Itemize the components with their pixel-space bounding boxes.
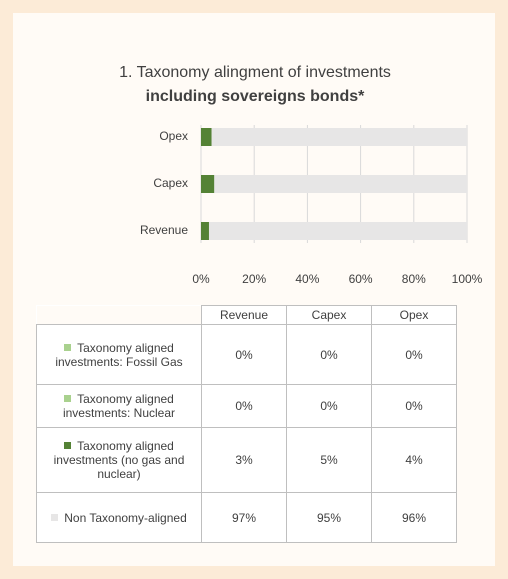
value-cell: 0%	[286, 384, 372, 428]
value-cell: 0%	[201, 384, 287, 428]
data-table: Revenue Capex Opex Taxonomy aligned investm…	[36, 305, 457, 543]
data-row: Taxonomy aligned investments: Nuclear 0% 0…	[36, 384, 457, 428]
bar-segment	[211, 128, 467, 146]
value-cell: 5%	[286, 427, 372, 493]
legend-swatch	[64, 395, 72, 402]
legend-swatch	[64, 442, 72, 449]
row-label: Taxonomy aligned investments (no gas and…	[36, 427, 202, 493]
value-cell: 97%	[201, 492, 287, 543]
y-tick-label: Capex	[153, 176, 188, 190]
series-name: Taxonomy aligned investments (no gas and…	[53, 439, 185, 481]
bar-segment	[201, 222, 209, 240]
value-cell: 0%	[201, 324, 287, 385]
chart-title: 1. Taxonomy alingment of investments	[119, 64, 391, 81]
data-row: Taxonomy aligned investments: Fossil Gas…	[36, 324, 457, 385]
value-cell: 3%	[201, 427, 287, 493]
y-tick-label: Opex	[159, 129, 188, 143]
bar-segment	[201, 175, 215, 193]
value-cell: 0%	[371, 324, 457, 385]
x-tick-label: 100%	[452, 272, 483, 286]
x-tick-label: 20%	[242, 272, 266, 286]
column-header: Revenue	[201, 305, 287, 325]
header-row: Revenue Capex Opex	[36, 305, 457, 325]
legend-swatch	[51, 513, 59, 521]
bar-segment	[208, 222, 468, 240]
row-label: Non Taxonomy-aligned	[36, 492, 202, 543]
legend-swatch	[64, 343, 72, 351]
row-label: Taxonomy aligned investments: Nuclear	[36, 384, 202, 428]
x-tick-label: 60%	[349, 272, 373, 286]
x-tick-label: 40%	[295, 272, 319, 286]
value-cell: 4%	[371, 427, 457, 493]
row-label: Taxonomy aligned investments: Fossil Gas	[36, 324, 202, 385]
y-tick-label: Revenue	[140, 223, 188, 237]
value-cell: 0%	[286, 324, 372, 385]
empty-cell	[36, 305, 202, 325]
value-cell: 0%	[371, 384, 457, 428]
series-name: Taxonomy aligned investments: Nuclear	[62, 392, 176, 420]
series-name: Non Taxonomy-aligned	[64, 510, 187, 525]
x-tick-label: 0%	[192, 272, 210, 286]
value-cell: 95%	[286, 492, 372, 543]
series-name: Taxonomy aligned investments: Fossil Gas	[55, 340, 183, 369]
x-tick-label: 80%	[402, 272, 426, 286]
bar-segment	[201, 128, 212, 146]
bar-segment	[214, 175, 467, 193]
chart-subtitle: including sovereigns bonds*	[146, 88, 365, 105]
value-cell: 96%	[371, 492, 457, 543]
data-row: Taxonomy aligned investments (no gas and…	[36, 427, 457, 493]
data-row: Non Taxonomy-aligned 97% 95% 96%	[36, 492, 457, 543]
column-header: Capex	[286, 305, 372, 325]
column-header: Opex	[371, 305, 457, 325]
